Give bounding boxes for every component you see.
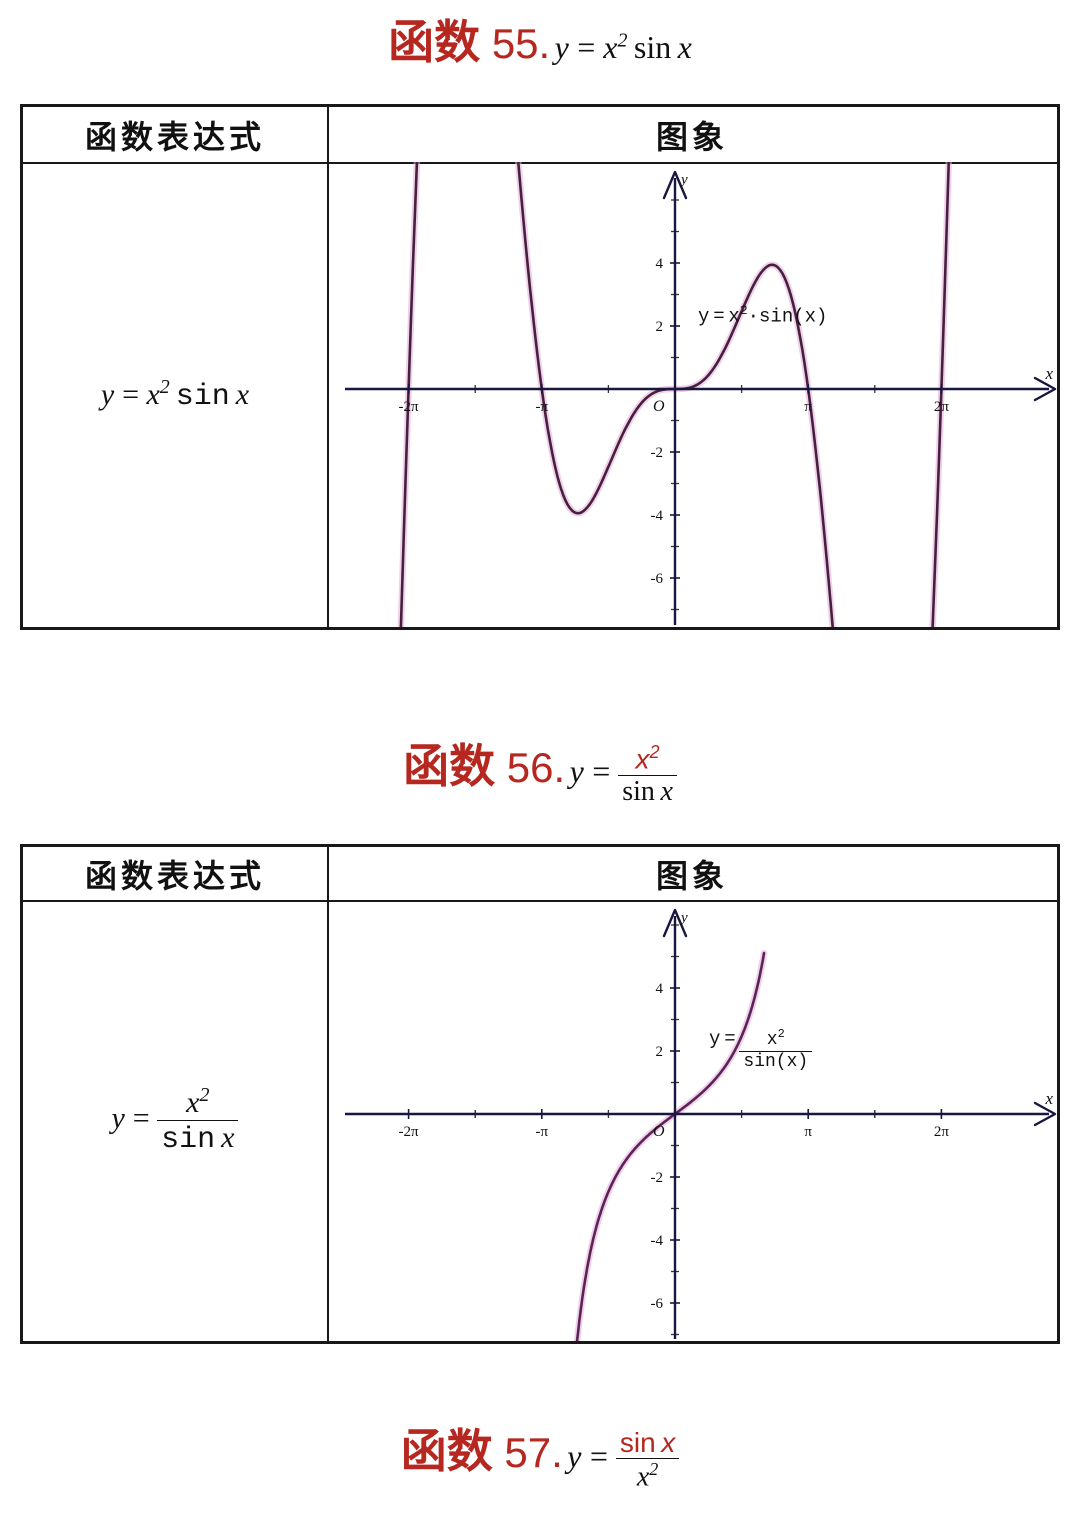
svg-text:-2π: -2π	[399, 1124, 419, 1140]
svg-text:2: 2	[656, 319, 664, 335]
svg-text:-4: -4	[651, 508, 664, 524]
svg-text:2π: 2π	[934, 1124, 950, 1140]
svg-text:-2: -2	[651, 1170, 664, 1186]
svg-text:y: y	[679, 172, 688, 188]
svg-text:4: 4	[656, 981, 664, 997]
svg-text:π: π	[804, 1124, 812, 1140]
svg-text:y: y	[679, 910, 688, 926]
svg-text:-2π: -2π	[399, 399, 419, 415]
svg-text:-6: -6	[651, 1296, 664, 1312]
svg-text:π: π	[804, 399, 812, 415]
svg-text:x: x	[1044, 1089, 1053, 1108]
svg-text:2: 2	[656, 1044, 664, 1060]
svg-text:-π: -π	[536, 399, 549, 415]
svg-text:4: 4	[656, 256, 664, 272]
svg-text:-π: -π	[536, 1124, 549, 1140]
svg-text:-4: -4	[651, 1233, 664, 1249]
svg-text:x: x	[1044, 364, 1053, 383]
svg-text:-2: -2	[651, 445, 664, 461]
svg-text:2π: 2π	[934, 399, 950, 415]
svg-text:O: O	[653, 398, 665, 415]
svg-text:O: O	[653, 1123, 665, 1140]
svg-text:-6: -6	[651, 571, 664, 587]
